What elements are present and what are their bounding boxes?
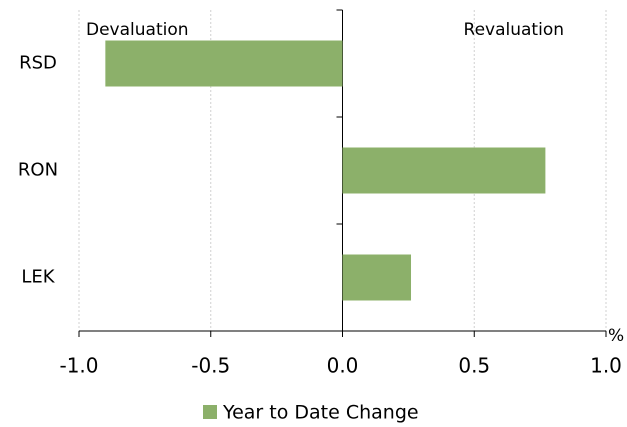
axis-unit: % [608, 326, 624, 346]
x-tick-label: 1.0 [590, 354, 622, 378]
y-tick-label: LEK [21, 267, 55, 288]
y-tick-label: RON [18, 160, 58, 181]
annotation: Devaluation [86, 20, 189, 40]
annotation: Revaluation [464, 20, 564, 40]
bar [342, 147, 546, 194]
x-tick-label: 0.0 [327, 354, 359, 378]
legend-swatch [203, 405, 217, 419]
y-tick-label: RSD [19, 53, 57, 74]
x-tick-label: -1.0 [59, 354, 98, 378]
x-tick-label: 0.5 [458, 354, 490, 378]
bar [105, 40, 343, 87]
legend-label: Year to Date Change [222, 402, 419, 424]
bar [342, 254, 412, 301]
x-tick-label: -0.5 [191, 354, 230, 378]
